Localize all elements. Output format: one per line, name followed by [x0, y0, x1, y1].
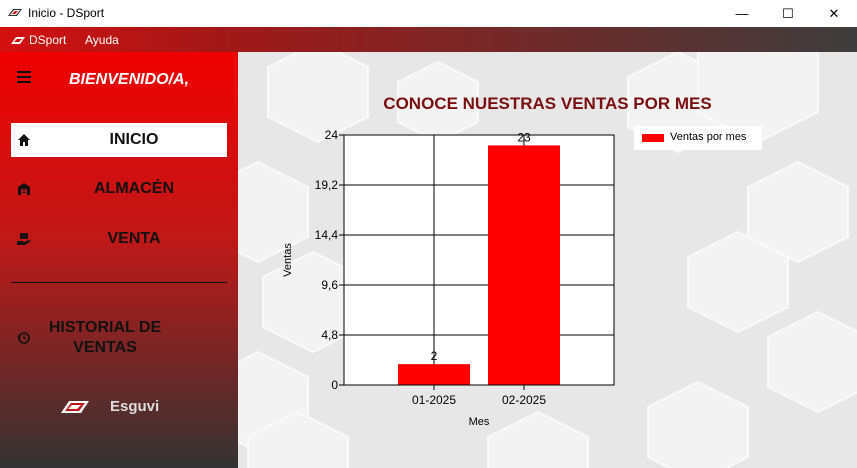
- legend-label: Ventas por mes: [670, 131, 747, 143]
- y-axis-label: Ventas: [282, 243, 294, 277]
- bar-value-label: 2: [431, 349, 438, 363]
- sidebar-item-almacen[interactable]: ALMACÉN: [11, 172, 227, 206]
- sidebar-item-label: ALMACÉN: [94, 180, 174, 197]
- history-label-line2: VENTAS: [73, 339, 137, 356]
- menu-ayuda[interactable]: Ayuda: [85, 33, 119, 47]
- x-tick-label: 01-2025: [412, 393, 456, 407]
- minimize-icon: —: [735, 6, 749, 21]
- home-icon: [18, 134, 30, 146]
- chart-title: CONOCE NUESTRAS VENTAS POR MES: [383, 94, 712, 113]
- sidebar: BIENVENIDO/A, INICIO ALMACÉN VENTA HISTO…: [0, 52, 238, 468]
- sidebar-item-label: VENTA: [107, 230, 161, 247]
- window-titlebar: Inicio - DSport — ☐ ✕: [0, 0, 857, 27]
- close-icon: ✕: [828, 5, 840, 21]
- sales-chart: 0 4,8 9,6 14,4 19,2 24 01-2025 2 02-2025 23 Mes Ven…: [282, 128, 615, 428]
- plot-border: [343, 134, 615, 386]
- sidebar-item-venta[interactable]: VENTA: [11, 222, 227, 256]
- y-tick-label: 19,2: [315, 178, 339, 192]
- y-tick-label: 24: [325, 128, 339, 142]
- x-tick-label: 02-2025: [502, 393, 546, 407]
- legend-swatch: [642, 134, 664, 142]
- y-tick-label: 4,8: [321, 328, 338, 342]
- user-name: Esguvi: [110, 398, 160, 415]
- bar: [398, 364, 470, 385]
- y-tick-label: 14,4: [315, 228, 339, 242]
- warehouse-icon: [18, 183, 30, 195]
- welcome-label: BIENVENIDO/A,: [69, 71, 190, 88]
- history-label-line1: HISTORIAL DE: [48, 319, 162, 336]
- sale-icon: [17, 233, 31, 245]
- window-title: Inicio - DSport: [28, 6, 105, 20]
- close-button[interactable]: ✕: [811, 0, 857, 27]
- sidebar-divider: [11, 282, 227, 283]
- hexagon-background: [238, 52, 857, 468]
- chart-legend: Ventas por mes: [634, 126, 762, 150]
- dsport-logo-icon: [8, 9, 22, 16]
- history-icon[interactable]: [17, 331, 31, 345]
- sidebar-item-historial[interactable]: HISTORIAL DE VENTAS: [45, 318, 165, 358]
- y-tick-label: 9,6: [321, 278, 338, 292]
- maximize-icon: ☐: [782, 5, 794, 21]
- dsport-menu-icon: [11, 37, 25, 44]
- sidebar-item-inicio[interactable]: INICIO: [11, 123, 227, 157]
- menu-dsport[interactable]: DSport: [29, 33, 67, 47]
- maximize-button[interactable]: ☐: [765, 0, 811, 27]
- y-tick-label: 0: [331, 378, 338, 392]
- dsport-brand-logo: [61, 401, 89, 413]
- bar-value-label: 23: [517, 130, 531, 144]
- main-panel: CONOCE NUESTRAS VENTAS POR MES 0 4,8 9,6 14…: [238, 52, 857, 468]
- x-axis-label: Mes: [469, 416, 490, 428]
- sidebar-item-label: INICIO: [109, 131, 159, 148]
- hamburger-menu-icon[interactable]: [17, 71, 31, 83]
- plot-area: [344, 135, 614, 385]
- minimize-button[interactable]: —: [719, 0, 765, 27]
- bar: [488, 145, 560, 385]
- menubar: DSport Ayuda: [0, 27, 857, 52]
